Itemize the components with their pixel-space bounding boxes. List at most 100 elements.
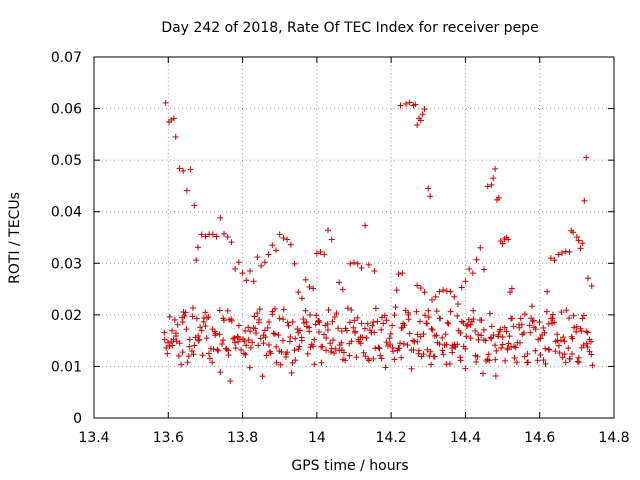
data-point <box>232 265 239 272</box>
data-point <box>247 328 254 335</box>
data-point <box>242 351 249 358</box>
plot-frame <box>93 56 615 419</box>
data-point <box>433 308 440 315</box>
data-point <box>210 346 217 353</box>
data-point <box>284 236 291 243</box>
data-point <box>193 257 200 264</box>
data-point <box>589 362 596 369</box>
data-point <box>442 331 449 338</box>
data-point <box>541 329 548 336</box>
data-point <box>330 337 337 344</box>
data-point <box>584 329 591 336</box>
data-point <box>444 319 451 326</box>
data-point <box>508 285 515 292</box>
data-point <box>579 240 586 247</box>
data-point <box>466 265 473 272</box>
data-point <box>378 326 385 333</box>
y-axis-ticks: 0 0.01 0.02 0.03 0.04 0.05 0.06 0.07 <box>51 50 614 427</box>
data-point <box>267 350 274 357</box>
data-point <box>317 248 324 255</box>
x-tick-label: 13.8 <box>227 430 258 446</box>
data-point <box>254 254 261 261</box>
data-point <box>365 261 372 268</box>
data-point <box>161 336 168 343</box>
data-point <box>316 319 323 326</box>
data-point <box>428 325 435 332</box>
data-point <box>328 345 335 352</box>
data-point <box>310 343 317 350</box>
data-point <box>292 357 299 364</box>
data-point <box>276 315 283 322</box>
data-point <box>273 247 279 254</box>
data-point <box>549 311 556 318</box>
data-point <box>457 329 464 336</box>
data-point <box>393 287 400 294</box>
data-point <box>486 357 493 364</box>
data-point <box>526 322 533 329</box>
data-point <box>328 236 335 243</box>
data-point <box>378 355 385 362</box>
data-point <box>360 349 367 356</box>
data-point <box>364 320 371 327</box>
data-point <box>258 262 265 269</box>
data-point <box>585 275 591 282</box>
data-point <box>324 327 331 334</box>
data-point <box>372 305 379 312</box>
data-point <box>272 305 279 312</box>
data-point <box>566 315 573 322</box>
y-tick-label: 0 <box>73 411 82 427</box>
data-point <box>350 324 357 331</box>
data-point <box>575 237 582 244</box>
data-point <box>280 235 287 242</box>
data-point <box>189 313 196 320</box>
data-point <box>227 378 234 385</box>
data-point <box>279 337 286 344</box>
data-point <box>386 335 393 342</box>
data-point <box>470 307 477 314</box>
data-point <box>410 346 417 353</box>
data-point <box>343 327 350 334</box>
data-point <box>196 336 203 343</box>
data-point <box>414 338 421 345</box>
plot-border <box>93 56 615 419</box>
data-point <box>475 331 482 338</box>
data-point <box>414 122 421 129</box>
data-point <box>170 115 177 122</box>
data-point <box>420 331 427 338</box>
data-point <box>447 288 454 295</box>
data-point <box>527 329 534 336</box>
data-point <box>181 313 188 320</box>
data-point <box>391 312 398 319</box>
data-point <box>484 183 491 190</box>
data-point <box>259 373 266 380</box>
data-point <box>451 293 458 300</box>
data-point <box>365 357 372 364</box>
data-point <box>513 359 520 366</box>
data-point <box>540 357 547 364</box>
data-point <box>252 325 259 332</box>
data-point <box>220 337 227 344</box>
data-point <box>396 345 403 352</box>
data-point <box>377 352 384 359</box>
data-point <box>509 315 516 322</box>
data-point <box>473 256 480 263</box>
data-point <box>517 339 524 346</box>
data-point <box>182 309 189 316</box>
data-point <box>307 344 314 351</box>
data-point <box>532 347 539 354</box>
data-point <box>462 365 469 372</box>
data-point <box>253 329 260 336</box>
data-point <box>376 345 383 352</box>
data-point <box>584 344 591 351</box>
data-point <box>499 240 506 247</box>
data-point <box>245 336 252 343</box>
data-point <box>311 336 318 343</box>
data-point <box>473 358 480 365</box>
data-point <box>285 322 292 329</box>
data-point <box>327 340 334 347</box>
data-point <box>570 229 577 236</box>
data-point <box>510 323 517 330</box>
data-point <box>507 289 513 296</box>
data-point <box>338 339 345 346</box>
